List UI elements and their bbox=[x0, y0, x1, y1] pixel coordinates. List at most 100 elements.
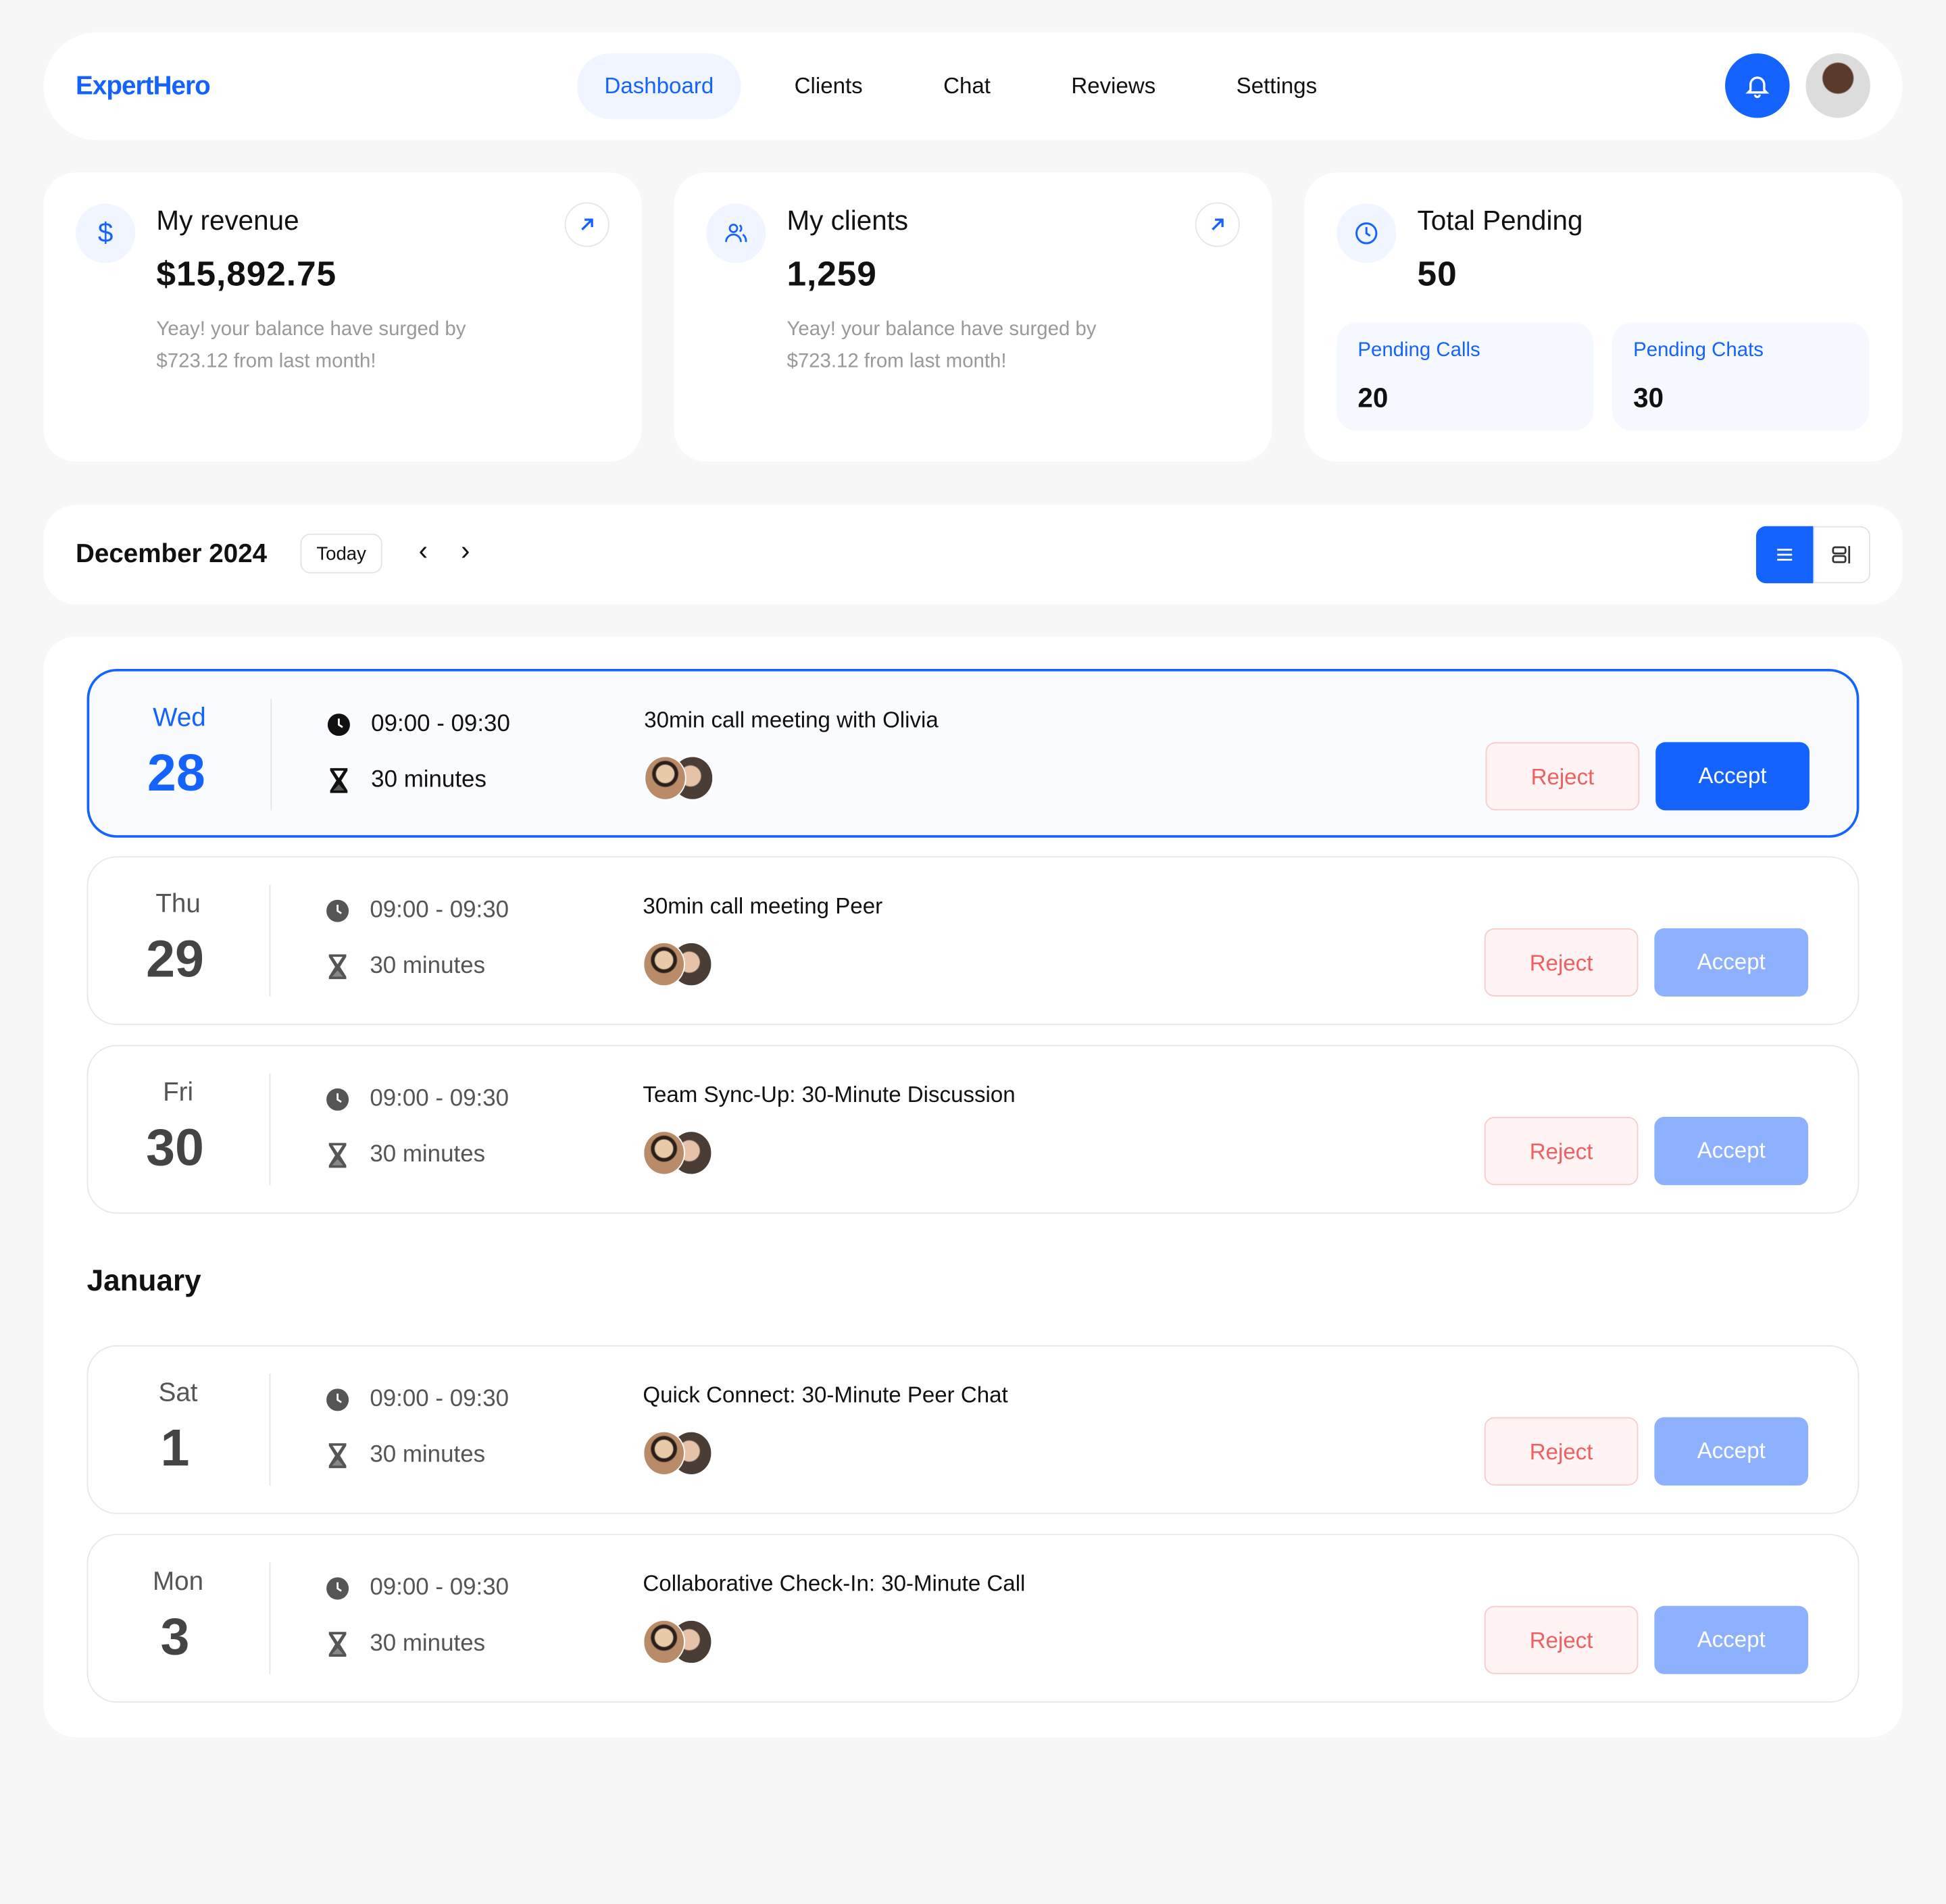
participants bbox=[644, 755, 718, 801]
agenda-view-button[interactable] bbox=[1813, 526, 1870, 584]
participant-avatar bbox=[643, 1430, 685, 1476]
pending-calls: Pending Calls 20 bbox=[1337, 322, 1594, 431]
nav-tabs: Dashboard Clients Chat Reviews Settings bbox=[577, 53, 1370, 120]
event-card[interactable]: Fri 30 09:00 - 09:30 30 minutes Team Syn… bbox=[86, 1045, 1860, 1214]
event-time: 09:00 - 09:30 bbox=[370, 1086, 509, 1112]
event-duration-row: 30 minutes bbox=[326, 1142, 485, 1169]
event-card[interactable]: Mon 3 09:00 - 09:30 30 minutes Collabora… bbox=[86, 1534, 1860, 1703]
event-time-row: 09:00 - 09:30 bbox=[326, 1386, 509, 1413]
revenue-card: $ My revenue $15,892.75 Yeay! your balan… bbox=[43, 172, 642, 462]
reject-button[interactable]: Reject bbox=[1484, 928, 1639, 997]
notifications-button[interactable] bbox=[1725, 53, 1790, 118]
accept-button[interactable]: Accept bbox=[1655, 742, 1810, 811]
event-title: Team Sync-Up: 30-Minute Discussion bbox=[643, 1082, 1016, 1107]
event-weekday: Thu bbox=[155, 889, 201, 919]
reject-button[interactable]: Reject bbox=[1485, 742, 1640, 811]
chevron-right-icon[interactable]: › bbox=[461, 534, 470, 566]
event-time: 09:00 - 09:30 bbox=[371, 711, 510, 738]
tab-settings[interactable]: Settings bbox=[1236, 73, 1318, 99]
reject-button[interactable]: Reject bbox=[1484, 1117, 1639, 1186]
revenue-value: $15,892.75 bbox=[156, 254, 337, 293]
participant-avatar bbox=[643, 942, 685, 987]
pending-calls-value: 20 bbox=[1357, 382, 1389, 414]
event-time-row: 09:00 - 09:30 bbox=[326, 897, 509, 924]
hourglass-icon bbox=[328, 1632, 347, 1657]
clock-icon bbox=[1337, 203, 1397, 264]
hourglass-icon bbox=[328, 954, 347, 980]
tab-chat[interactable]: Chat bbox=[943, 73, 991, 99]
clock-icon bbox=[326, 1388, 349, 1411]
top-nav: ExpertHero Dashboard Clients Chat Review… bbox=[43, 32, 1903, 141]
divider bbox=[269, 1374, 271, 1486]
reject-button[interactable]: Reject bbox=[1484, 1605, 1639, 1674]
event-weekday: Fri bbox=[163, 1078, 194, 1107]
tab-reviews[interactable]: Reviews bbox=[1071, 73, 1156, 99]
event-title: Collaborative Check-In: 30-Minute Call bbox=[643, 1571, 1026, 1597]
reject-button[interactable]: Reject bbox=[1484, 1417, 1639, 1486]
event-weekday: Mon bbox=[153, 1567, 204, 1597]
chevron-left-icon[interactable]: ‹ bbox=[418, 534, 428, 566]
event-duration: 30 minutes bbox=[371, 767, 487, 793]
event-card[interactable]: Thu 29 09:00 - 09:30 30 minutes 30min ca… bbox=[86, 856, 1860, 1026]
event-time: 09:00 - 09:30 bbox=[370, 1574, 509, 1601]
participants bbox=[643, 1619, 717, 1665]
divider bbox=[270, 699, 272, 811]
users-icon bbox=[706, 203, 766, 264]
participants bbox=[643, 1130, 717, 1176]
divider bbox=[269, 884, 271, 997]
participants bbox=[643, 1430, 717, 1476]
event-duration-row: 30 minutes bbox=[326, 953, 485, 980]
event-day: 1 bbox=[160, 1418, 190, 1477]
list-icon bbox=[1777, 549, 1793, 561]
accept-button[interactable]: Accept bbox=[1654, 928, 1809, 997]
clock-icon bbox=[326, 899, 349, 922]
clients-desc: Yeay! your balance have surged by $723.1… bbox=[787, 319, 1097, 373]
clock-icon bbox=[327, 713, 350, 736]
tab-dashboard[interactable]: Dashboard bbox=[577, 53, 741, 120]
pending-chats-value: 30 bbox=[1633, 382, 1664, 414]
pending-value: 50 bbox=[1417, 254, 1457, 293]
clock-icon bbox=[326, 1577, 349, 1600]
event-time: 09:00 - 09:30 bbox=[370, 1386, 509, 1413]
dollar-icon: $ bbox=[76, 203, 136, 264]
tab-clients[interactable]: Clients bbox=[794, 73, 863, 99]
participant-avatar bbox=[643, 1619, 685, 1665]
accept-button[interactable]: Accept bbox=[1654, 1417, 1809, 1486]
event-duration-row: 30 minutes bbox=[328, 767, 487, 794]
accept-button[interactable]: Accept bbox=[1654, 1605, 1809, 1674]
arrow-up-right-icon[interactable] bbox=[564, 202, 609, 247]
list-view-button[interactable] bbox=[1755, 526, 1814, 584]
clock-icon bbox=[326, 1088, 349, 1111]
event-duration-row: 30 minutes bbox=[326, 1442, 485, 1469]
divider bbox=[269, 1562, 271, 1674]
today-button[interactable]: Today bbox=[300, 533, 382, 574]
event-card[interactable]: Sat 1 09:00 - 09:30 30 minutes Quick Con… bbox=[86, 1345, 1860, 1514]
calendar-toolbar: December 2024 Today ‹ › bbox=[43, 505, 1903, 605]
bell-icon bbox=[1745, 76, 1770, 99]
event-title: 30min call meeting with Olivia bbox=[644, 707, 939, 732]
event-weekday: Wed bbox=[153, 703, 206, 732]
pending-chats-label: Pending Chats bbox=[1633, 340, 1764, 361]
event-day: 30 bbox=[146, 1118, 204, 1177]
user-avatar[interactable] bbox=[1805, 53, 1870, 118]
event-day: 29 bbox=[146, 929, 204, 988]
hourglass-icon bbox=[330, 768, 348, 793]
section-january: January bbox=[86, 1264, 201, 1299]
divider bbox=[269, 1073, 271, 1186]
participants bbox=[643, 942, 717, 987]
event-day: 28 bbox=[147, 743, 205, 802]
event-time: 09:00 - 09:30 bbox=[370, 897, 509, 924]
arrow-up-right-icon[interactable] bbox=[1195, 202, 1240, 247]
participant-avatar bbox=[643, 1130, 685, 1176]
event-card[interactable]: Wed 28 09:00 - 09:30 30 minutes 30min ca… bbox=[86, 668, 1860, 838]
event-duration: 30 minutes bbox=[370, 1630, 486, 1657]
pending-chats: Pending Chats 30 bbox=[1612, 322, 1870, 431]
revenue-desc: Yeay! your balance have surged by $723.1… bbox=[156, 319, 466, 373]
accept-button[interactable]: Accept bbox=[1654, 1117, 1809, 1186]
logo[interactable]: ExpertHero bbox=[76, 72, 211, 101]
pending-card: Total Pending 50 Pending Calls 20 Pendin… bbox=[1304, 172, 1903, 462]
clients-value: 1,259 bbox=[787, 254, 877, 293]
event-time-row: 09:00 - 09:30 bbox=[326, 1086, 509, 1113]
event-time-row: 09:00 - 09:30 bbox=[326, 1575, 509, 1602]
event-day: 3 bbox=[160, 1607, 190, 1665]
